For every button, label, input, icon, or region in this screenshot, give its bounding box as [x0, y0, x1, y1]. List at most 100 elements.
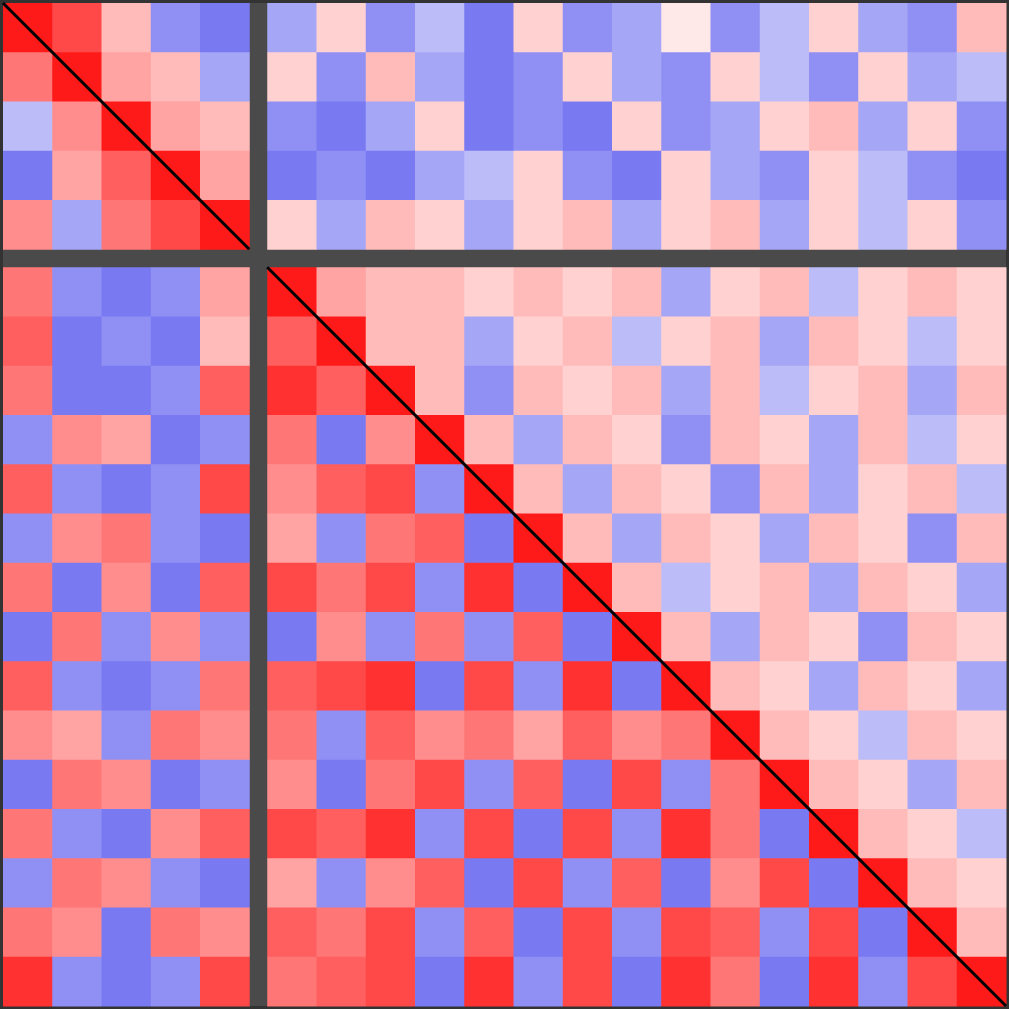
heatmap-cell [150, 101, 201, 152]
heatmap-cell [464, 759, 514, 810]
heatmap-cell [907, 267, 958, 317]
heatmap-cell [150, 562, 201, 613]
heatmap-cell [415, 150, 465, 201]
heatmap-cell [464, 3, 514, 53]
heatmap-cell [267, 3, 317, 53]
heatmap-cell [513, 809, 564, 859]
heatmap-cell [200, 907, 250, 958]
heatmap-cell [365, 612, 416, 662]
heatmap-cell [316, 809, 367, 859]
heatmap-cell [759, 661, 810, 711]
heatmap-cell [612, 956, 662, 1007]
heatmap-cell [464, 956, 514, 1007]
heatmap-cell [150, 316, 201, 367]
heatmap-cell [858, 956, 908, 1007]
heatmap-cell [267, 513, 317, 564]
heatmap-cell [316, 956, 367, 1007]
heatmap-cell [858, 562, 908, 613]
heatmap-cell [415, 200, 465, 250]
heatmap-cell [150, 200, 201, 250]
heatmap-cell [710, 562, 761, 613]
heatmap-cell [101, 316, 152, 367]
heatmap-cell [316, 710, 367, 761]
heatmap-cell [661, 200, 711, 250]
heatmap-cell [562, 956, 613, 1007]
heatmap-cell [415, 759, 465, 810]
heatmap-cell [562, 52, 613, 102]
heatmap-cell [513, 101, 564, 152]
heatmap-cell [513, 200, 564, 250]
diagonal-line [1, 1, 251, 251]
heatmap-cell [52, 267, 102, 317]
heatmap-cell [562, 150, 613, 201]
heatmap-cell [809, 150, 859, 201]
heatmap-cell [365, 858, 416, 908]
heatmap-cell [612, 52, 662, 102]
heatmap-cell [513, 907, 564, 958]
heatmap-cell [267, 907, 317, 958]
heatmap-cell [415, 267, 465, 317]
heatmap-cell [809, 101, 859, 152]
heatmap-cell [101, 365, 152, 416]
heatmap-cell [267, 464, 317, 514]
heatmap-cell [52, 101, 102, 152]
heatmap-cell [150, 612, 201, 662]
heatmap-cell [907, 52, 958, 102]
heatmap-cell [101, 3, 152, 53]
heatmap-cell [907, 612, 958, 662]
heatmap-cell [809, 612, 859, 662]
heatmap-cell [101, 200, 152, 250]
heatmap-cell [661, 52, 711, 102]
heatmap-cell [150, 661, 201, 711]
heatmap-cell [150, 513, 201, 564]
heatmap-cell [200, 52, 250, 102]
heatmap-cell [858, 809, 908, 859]
heatmap-cell [52, 562, 102, 613]
heatmap-cell [3, 858, 53, 908]
heatmap-cell [809, 759, 859, 810]
heatmap-cell [267, 710, 317, 761]
heatmap-cell [267, 759, 317, 810]
heatmap-cell [3, 759, 53, 810]
heatmap-cell [710, 858, 761, 908]
heatmap-cell [267, 316, 317, 367]
heatmap-cell [661, 150, 711, 201]
heatmap-cell [3, 316, 53, 367]
heatmap-cell [415, 52, 465, 102]
heatmap-cell [809, 956, 859, 1007]
heatmap-cell [150, 710, 201, 761]
heatmap-cell [316, 759, 367, 810]
heatmap-cell [365, 3, 416, 53]
heatmap-cell [415, 3, 465, 53]
heatmap-cell [956, 513, 1007, 564]
heatmap-cell [513, 759, 564, 810]
heatmap-cell [513, 858, 564, 908]
heatmap-cell [661, 858, 711, 908]
heatmap-cell [513, 464, 564, 514]
heatmap-cell [710, 200, 761, 250]
heatmap-cell [956, 661, 1007, 711]
heatmap-cell [956, 150, 1007, 201]
heatmap-cell [612, 3, 662, 53]
heatmap-cell [316, 562, 367, 613]
heatmap-cell [661, 464, 711, 514]
heatmap-cell [858, 101, 908, 152]
heatmap-cell [150, 956, 201, 1007]
heatmap-cell [809, 907, 859, 958]
heatmap-cell [759, 612, 810, 662]
heatmap-cell [464, 710, 514, 761]
heatmap-cell [464, 200, 514, 250]
heatmap-cell [710, 316, 761, 367]
heatmap-cell [956, 52, 1007, 102]
heatmap-cell [464, 316, 514, 367]
heatmap-cell [365, 907, 416, 958]
heatmap-cell [612, 513, 662, 564]
heatmap-cell [365, 759, 416, 810]
heatmap-cell [661, 562, 711, 613]
heatmap-cell [3, 415, 53, 465]
heatmap-cell [3, 52, 53, 102]
heatmap-cell [200, 150, 250, 201]
heatmap-cell [612, 464, 662, 514]
heatmap-cell [858, 907, 908, 958]
heatmap-cell [200, 612, 250, 662]
